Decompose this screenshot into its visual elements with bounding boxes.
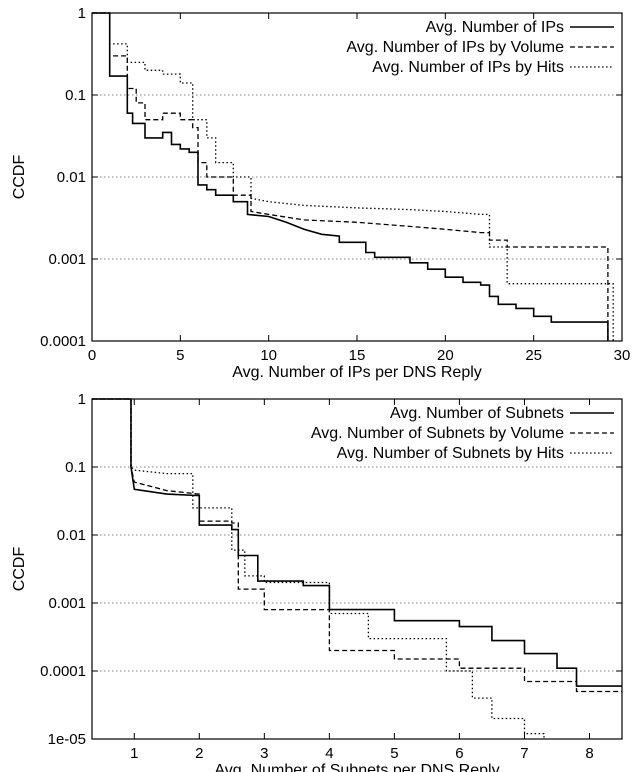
x-axis-label: Avg. Number of Subnets per DNS Reply [214, 762, 499, 772]
legend-label: Avg. Number of Subnets [390, 405, 564, 422]
plot-frame [91, 12, 623, 342]
x-tick-label: 4 [325, 745, 333, 762]
x-tick-label: 30 [614, 347, 631, 364]
axis-ticks: 1e-05 0.0001 0.001 0.01 0.1 1 1 2 3 4 5 6 7 8 [40, 391, 622, 762]
series-line-avg-number-of-subnets [92, 398, 622, 687]
x-tick-label: 8 [585, 745, 593, 762]
legend-label: Avg. Number of IPs by Volume [346, 39, 564, 56]
x-tick-label: 15 [349, 347, 366, 364]
legend: Avg. Number of IPs Avg. Number of IPs by … [346, 19, 614, 76]
y-tick-label: 0.01 [57, 527, 86, 544]
x-axis-label: Avg. Number of IPs per DNS Reply [232, 364, 482, 381]
x-tick-label: 20 [437, 347, 454, 364]
x-tick-label: 6 [455, 745, 463, 762]
series-line-avg-number-of-ips-by-hits [92, 12, 614, 341]
legend-label: Avg. Number of Subnets by Volume [311, 425, 564, 442]
legend: Avg. Number of Subnets Avg. Number of Sub… [311, 405, 614, 462]
legend-label: Avg. Number of Subnets by Hits [337, 445, 564, 462]
y-tick-label: 0.001 [48, 251, 86, 268]
x-tick-label: 7 [520, 745, 528, 762]
y-tick-label: 0.0001 [40, 663, 86, 680]
y-tick-label: 0.1 [65, 87, 86, 104]
data-series [92, 12, 614, 341]
y-tick-label: 0.01 [57, 169, 86, 186]
chart-subnets: 1e-05 0.0001 0.001 0.01 0.1 1 1 2 3 4 5 6 7 8 Avg. Nu… [11, 391, 623, 772]
x-tick-label: 10 [260, 347, 277, 364]
x-tick-label: 5 [176, 347, 184, 364]
y-tick-label: 1 [78, 5, 86, 22]
series-line-avg-number-of-ips-by-volume [92, 12, 609, 341]
y-tick-label: 0.1 [65, 459, 86, 476]
plot-frame [91, 398, 623, 740]
y-tick-label: 0.001 [48, 595, 86, 612]
y-tick-label: 1 [78, 391, 86, 408]
y-tick-label: 1e-05 [48, 731, 86, 748]
series-line-avg-number-of-subnets-by-hits [92, 398, 545, 739]
x-tick-label: 25 [525, 347, 542, 364]
data-series [92, 398, 622, 739]
series-line-avg-number-of-ips [92, 12, 609, 341]
y-grid-lines [92, 466, 622, 672]
series-line-avg-number-of-subnets-by-volume [92, 398, 622, 693]
legend-label: Avg. Number of IPs by Hits [372, 59, 564, 76]
legend-label: Avg. Number of IPs [426, 19, 564, 36]
x-tick-label: 3 [260, 745, 268, 762]
x-tick-label: 5 [390, 745, 398, 762]
x-tick-label: 0 [88, 347, 96, 364]
y-axis-label: CCDF [11, 155, 28, 200]
y-grid-lines [92, 94, 622, 260]
x-tick-label: 2 [195, 745, 203, 762]
x-tick-label: 1 [130, 745, 138, 762]
y-tick-label: 0.0001 [40, 333, 86, 350]
y-axis-label: CCDF [11, 547, 28, 592]
